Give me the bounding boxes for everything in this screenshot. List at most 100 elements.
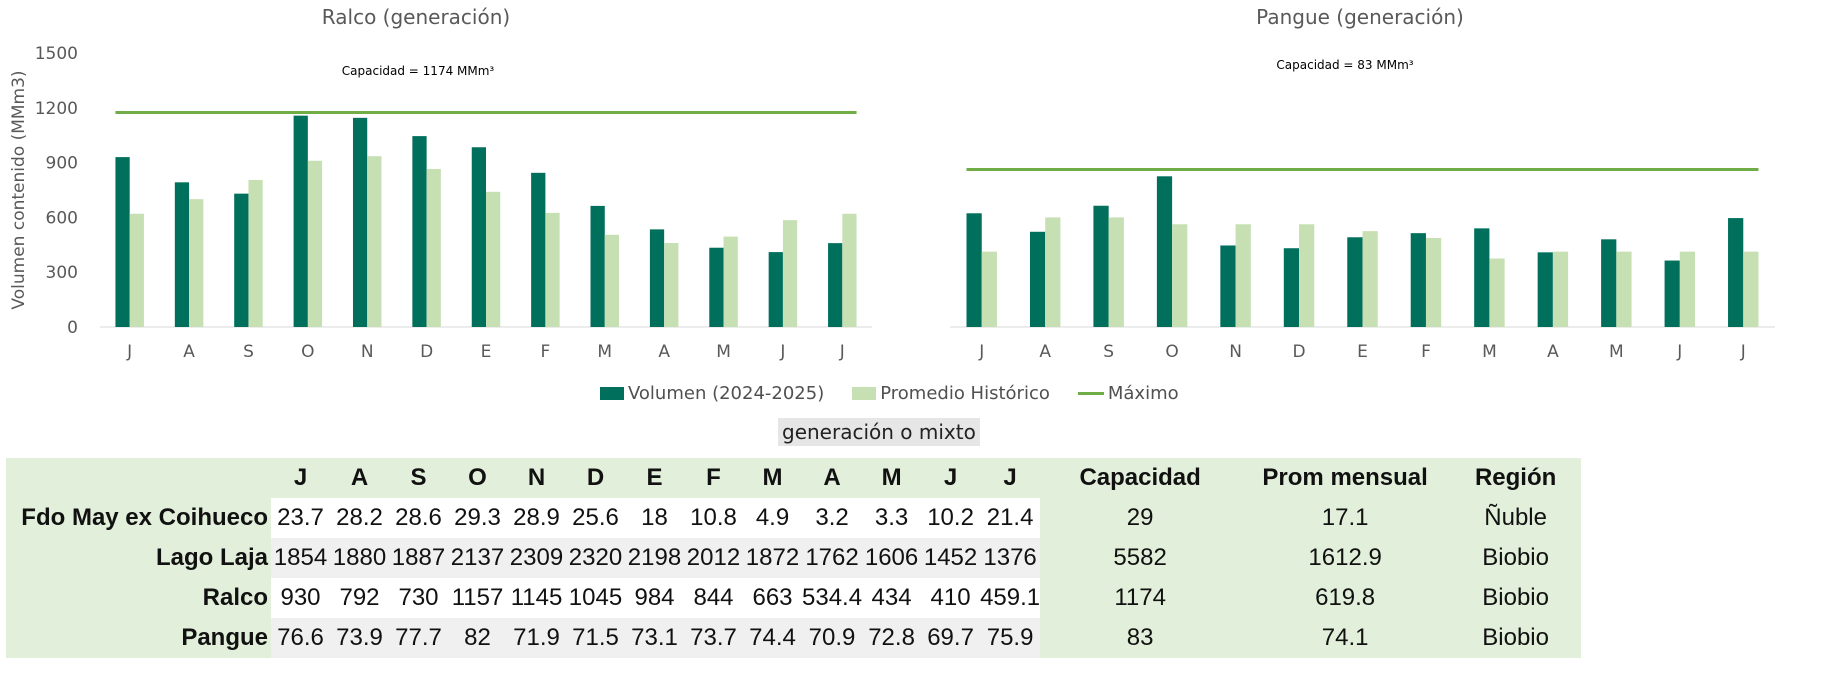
bar-promedio	[723, 236, 738, 327]
table-cell: 410	[921, 578, 981, 618]
bar-volumen	[1220, 245, 1236, 327]
bar-volumen	[1093, 205, 1109, 327]
chart-title: Pangue (generación)	[1256, 5, 1464, 29]
y-tick-label: 1200	[35, 99, 78, 119]
table-cell: 1762	[802, 538, 863, 578]
table-cell: 75.9	[980, 618, 1041, 658]
col-header: A	[802, 458, 863, 498]
cell-capacidad: 29	[1040, 498, 1241, 538]
legend-label-volumen: Volumen (2024-2025)	[628, 382, 825, 404]
bar-promedio	[1299, 224, 1315, 327]
col-header: O	[448, 458, 507, 498]
legend-item-volumen: Volumen (2024-2025)	[600, 383, 824, 404]
pangue-chart-svg: Pangue (generación)Volumen contenido (MM…	[883, 5, 1775, 362]
x-tick-label: J	[1740, 342, 1746, 362]
row-label: Lago Laja	[6, 538, 271, 578]
bar-promedio	[1552, 251, 1569, 327]
ralco-chart: Ralco (generación) Volumen contenido (MMm…	[0, 0, 900, 380]
x-tick-label: M	[1482, 342, 1497, 362]
bar-promedio	[981, 251, 997, 327]
bar-promedio	[426, 168, 441, 327]
bar-promedio	[129, 213, 144, 327]
table-cell: 28.9	[507, 498, 566, 538]
table-cell: 930	[271, 578, 330, 618]
col-header: N	[507, 458, 566, 498]
bar-promedio	[604, 234, 620, 327]
col-header: D	[566, 458, 625, 498]
table-cell: 459.1	[980, 578, 1041, 618]
bar-promedio	[1045, 217, 1061, 327]
table-cell: 28.2	[330, 498, 389, 538]
table-cell: 2309	[507, 538, 566, 578]
bar-promedio	[1425, 237, 1442, 327]
table-cell: 534.4	[802, 578, 863, 618]
col-header: E	[625, 458, 684, 498]
col-header: J	[271, 458, 330, 498]
col-header: J	[921, 458, 981, 498]
table-cell: 23.7	[271, 498, 330, 538]
x-tick-label: D	[1292, 342, 1305, 362]
x-tick-label: J	[1676, 342, 1682, 362]
bar-volumen	[412, 136, 427, 327]
table-cell: 984	[625, 578, 684, 618]
x-tick-label: A	[1547, 342, 1559, 362]
table-cell: 663	[743, 578, 802, 618]
table-corner	[6, 458, 271, 498]
bar-volumen	[1664, 260, 1680, 327]
table-cell: 2012	[684, 538, 743, 578]
col-header: M	[862, 458, 922, 498]
cell-capacidad: 5582	[1040, 538, 1241, 578]
bar-volumen	[1537, 252, 1553, 327]
cell-capacidad: 1174	[1040, 578, 1241, 618]
chart-title: Ralco (generación)	[322, 5, 510, 29]
cell-region: Ñuble	[1450, 498, 1582, 538]
table-cell: 792	[330, 578, 389, 618]
bar-promedio	[248, 179, 263, 327]
bar-promedio	[842, 213, 857, 327]
table-cell: 29.3	[448, 498, 507, 538]
bar-volumen	[531, 172, 546, 327]
legend-swatch-promedio	[852, 386, 877, 400]
y-tick-label: 300	[46, 263, 78, 283]
table-cell: 1452	[921, 538, 981, 578]
table-cell: 71.5	[566, 618, 625, 658]
x-tick-label: E	[481, 342, 492, 362]
bar-volumen	[768, 252, 783, 327]
table-cell: 4.9	[743, 498, 802, 538]
table-cell: 69.7	[921, 618, 981, 658]
table-cell: 28.6	[389, 498, 448, 538]
x-tick-label: J	[126, 342, 132, 362]
bar-promedio	[1362, 231, 1378, 327]
table-row: Lago Laja 1854 1880 1887 2137 2309 2320 2198 201…	[6, 538, 1582, 578]
bar-promedio	[1235, 224, 1251, 327]
table-cell: 3.3	[862, 498, 922, 538]
table-row: Pangue 76.6 73.9 77.7 82 71.9 71.5 73.1 73.7 74.4…	[6, 618, 1582, 658]
table-cell: 18	[625, 498, 684, 538]
bar-promedio	[1108, 217, 1124, 327]
table-cell: 10.8	[684, 498, 743, 538]
table-cell: 1376	[980, 538, 1041, 578]
col-header: F	[684, 458, 743, 498]
table-cell: 25.6	[566, 498, 625, 538]
bar-volumen	[828, 243, 843, 327]
x-tick-label: A	[183, 342, 195, 362]
table-body: Fdo May ex Coihueco 23.7 28.2 28.6 29.3 28.9 2…	[6, 498, 1582, 658]
table-cell: 10.2	[921, 498, 981, 538]
table-cell: 73.1	[625, 618, 684, 658]
table-header-row: J A S O N D E F M A M J J Capacidad Prom…	[6, 458, 1582, 498]
bar-promedio	[486, 191, 501, 327]
table-cell: 1606	[862, 538, 922, 578]
bar-volumen	[1410, 233, 1426, 327]
x-tick-label: J	[839, 342, 845, 362]
table-cell: 1157	[448, 578, 507, 618]
bar-volumen	[709, 247, 724, 327]
x-tick-label: F	[540, 342, 550, 362]
table-cell: 730	[389, 578, 448, 618]
x-tick-label: N	[1229, 342, 1242, 362]
cell-prom: 74.1	[1240, 618, 1451, 658]
bar-volumen	[1283, 248, 1300, 327]
bar-promedio	[1616, 251, 1632, 327]
col-header-capacidad: Capacidad	[1040, 458, 1241, 498]
col-header-region: Región	[1450, 458, 1582, 498]
bar-promedio	[664, 242, 679, 327]
